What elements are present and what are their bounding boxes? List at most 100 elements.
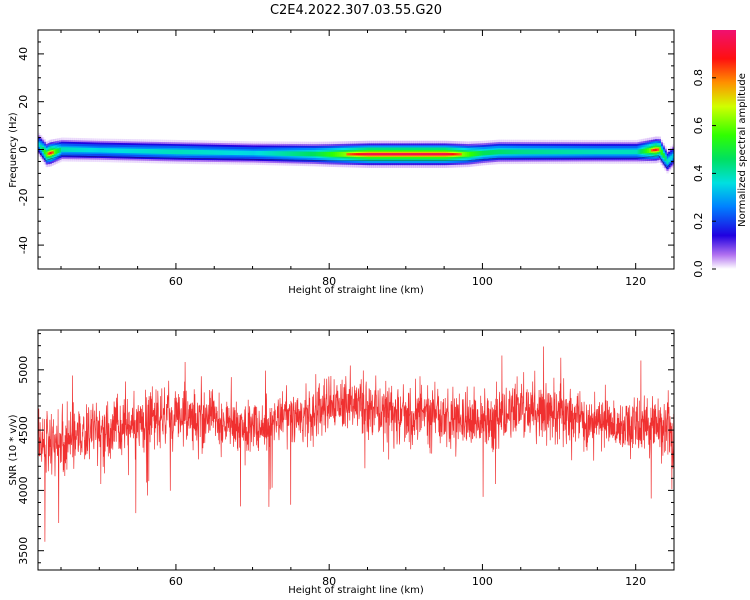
heat-cell [603,149,606,155]
heat-cell [219,150,223,155]
heat-cell [440,153,443,156]
heat-cell [221,150,225,155]
heat-cell [304,151,307,157]
heat-cell [212,150,215,155]
heat-cell [610,149,614,155]
heat-cell [267,151,271,156]
heat-cell [82,147,85,153]
heat-cell [618,149,621,155]
heat-cell [338,151,342,157]
heat-cell [591,149,594,155]
heat-cell [131,148,135,154]
heat-cell [373,153,376,156]
heat-cell [340,151,343,157]
heat-cell [557,149,560,155]
heat-cell [518,149,522,155]
heat-cell [612,149,616,155]
heat-cell [327,151,330,157]
heat-cell [564,149,568,155]
heat-cell [53,149,56,155]
heat-cell [344,151,347,157]
heat-cell [534,149,537,155]
heat-cell [342,151,345,157]
heat-cell [356,153,359,156]
heat-cell [365,153,368,156]
heat-cell [126,148,129,154]
heat-cell [254,150,257,156]
heat-cell [553,149,556,155]
heat-cell [214,150,217,155]
heat-cell [147,149,150,154]
heat-cell [545,149,548,155]
colorbar-tick-label: 0.2 [692,212,705,230]
x-tick-label: 100 [472,575,493,588]
x-tick-label: 60 [169,275,183,288]
heat-cell [608,149,612,155]
heat-cell [490,150,493,155]
y-tick-label: 3500 [17,537,30,565]
heat-cell [74,147,77,153]
heat-cell [227,150,230,155]
heat-cell [145,149,148,154]
heat-cell [651,149,654,152]
heat-cell [93,147,96,153]
heat-cell [198,149,202,155]
heat-cell [666,159,669,164]
heat-cell [605,149,608,155]
heat-cell [601,149,604,155]
heat-cell [315,151,319,157]
heat-cell [298,151,301,157]
heat-cell [486,150,489,156]
heat-cell [189,149,192,155]
heat-cell [55,148,58,154]
heat-cell [158,149,162,154]
heat-cell [133,148,137,154]
heat-cell [141,148,144,154]
heat-cell [662,153,665,158]
heat-cell [570,149,573,155]
heat-cell [348,153,351,156]
heat-cell [308,151,311,157]
heat-cell [361,153,365,156]
heat-cell [398,153,401,156]
heat-cell [476,151,480,156]
heat-cell [415,153,418,156]
heat-cell [497,149,501,155]
heat-cell [279,151,282,156]
x-tick-label: 80 [322,575,336,588]
heat-cell [614,149,617,155]
spectrogram-x-label: Height of straight line (km) [288,285,424,296]
heat-cell [149,149,152,154]
spectrogram-panel: 60 80 100 120 40 20 0 -20 -40 Height of straigh… [8,29,675,296]
heat-cell [246,150,250,156]
colorbar-gradient [712,30,736,269]
heat-cell [423,153,426,156]
colorbar-tick-label: 0.0 [692,260,705,278]
heat-cell [513,149,516,155]
heat-cell [229,150,232,155]
heat-cell [401,153,405,156]
heat-cell [128,148,131,154]
heat-cell [129,148,133,154]
x-tick-label: 80 [322,275,336,288]
heat-cell [587,149,591,155]
heat-cell [457,153,460,156]
heat-cell [59,147,62,153]
heat-cell [110,148,114,153]
heat-cell [478,151,481,156]
heat-cell [47,152,50,155]
heat-cell [139,148,142,154]
heat-cell [66,147,70,152]
heat-cell [233,150,236,156]
heat-cell [106,148,110,153]
heat-cell [652,148,656,152]
heat-cell [317,151,321,157]
heat-cell [64,147,68,152]
heat-cell [400,153,403,156]
spectral-ridge [37,132,675,174]
heat-cell [300,151,303,157]
heat-cell [583,149,587,155]
heat-cell [507,149,510,155]
heat-cell [426,153,430,156]
heat-cell [562,149,566,155]
